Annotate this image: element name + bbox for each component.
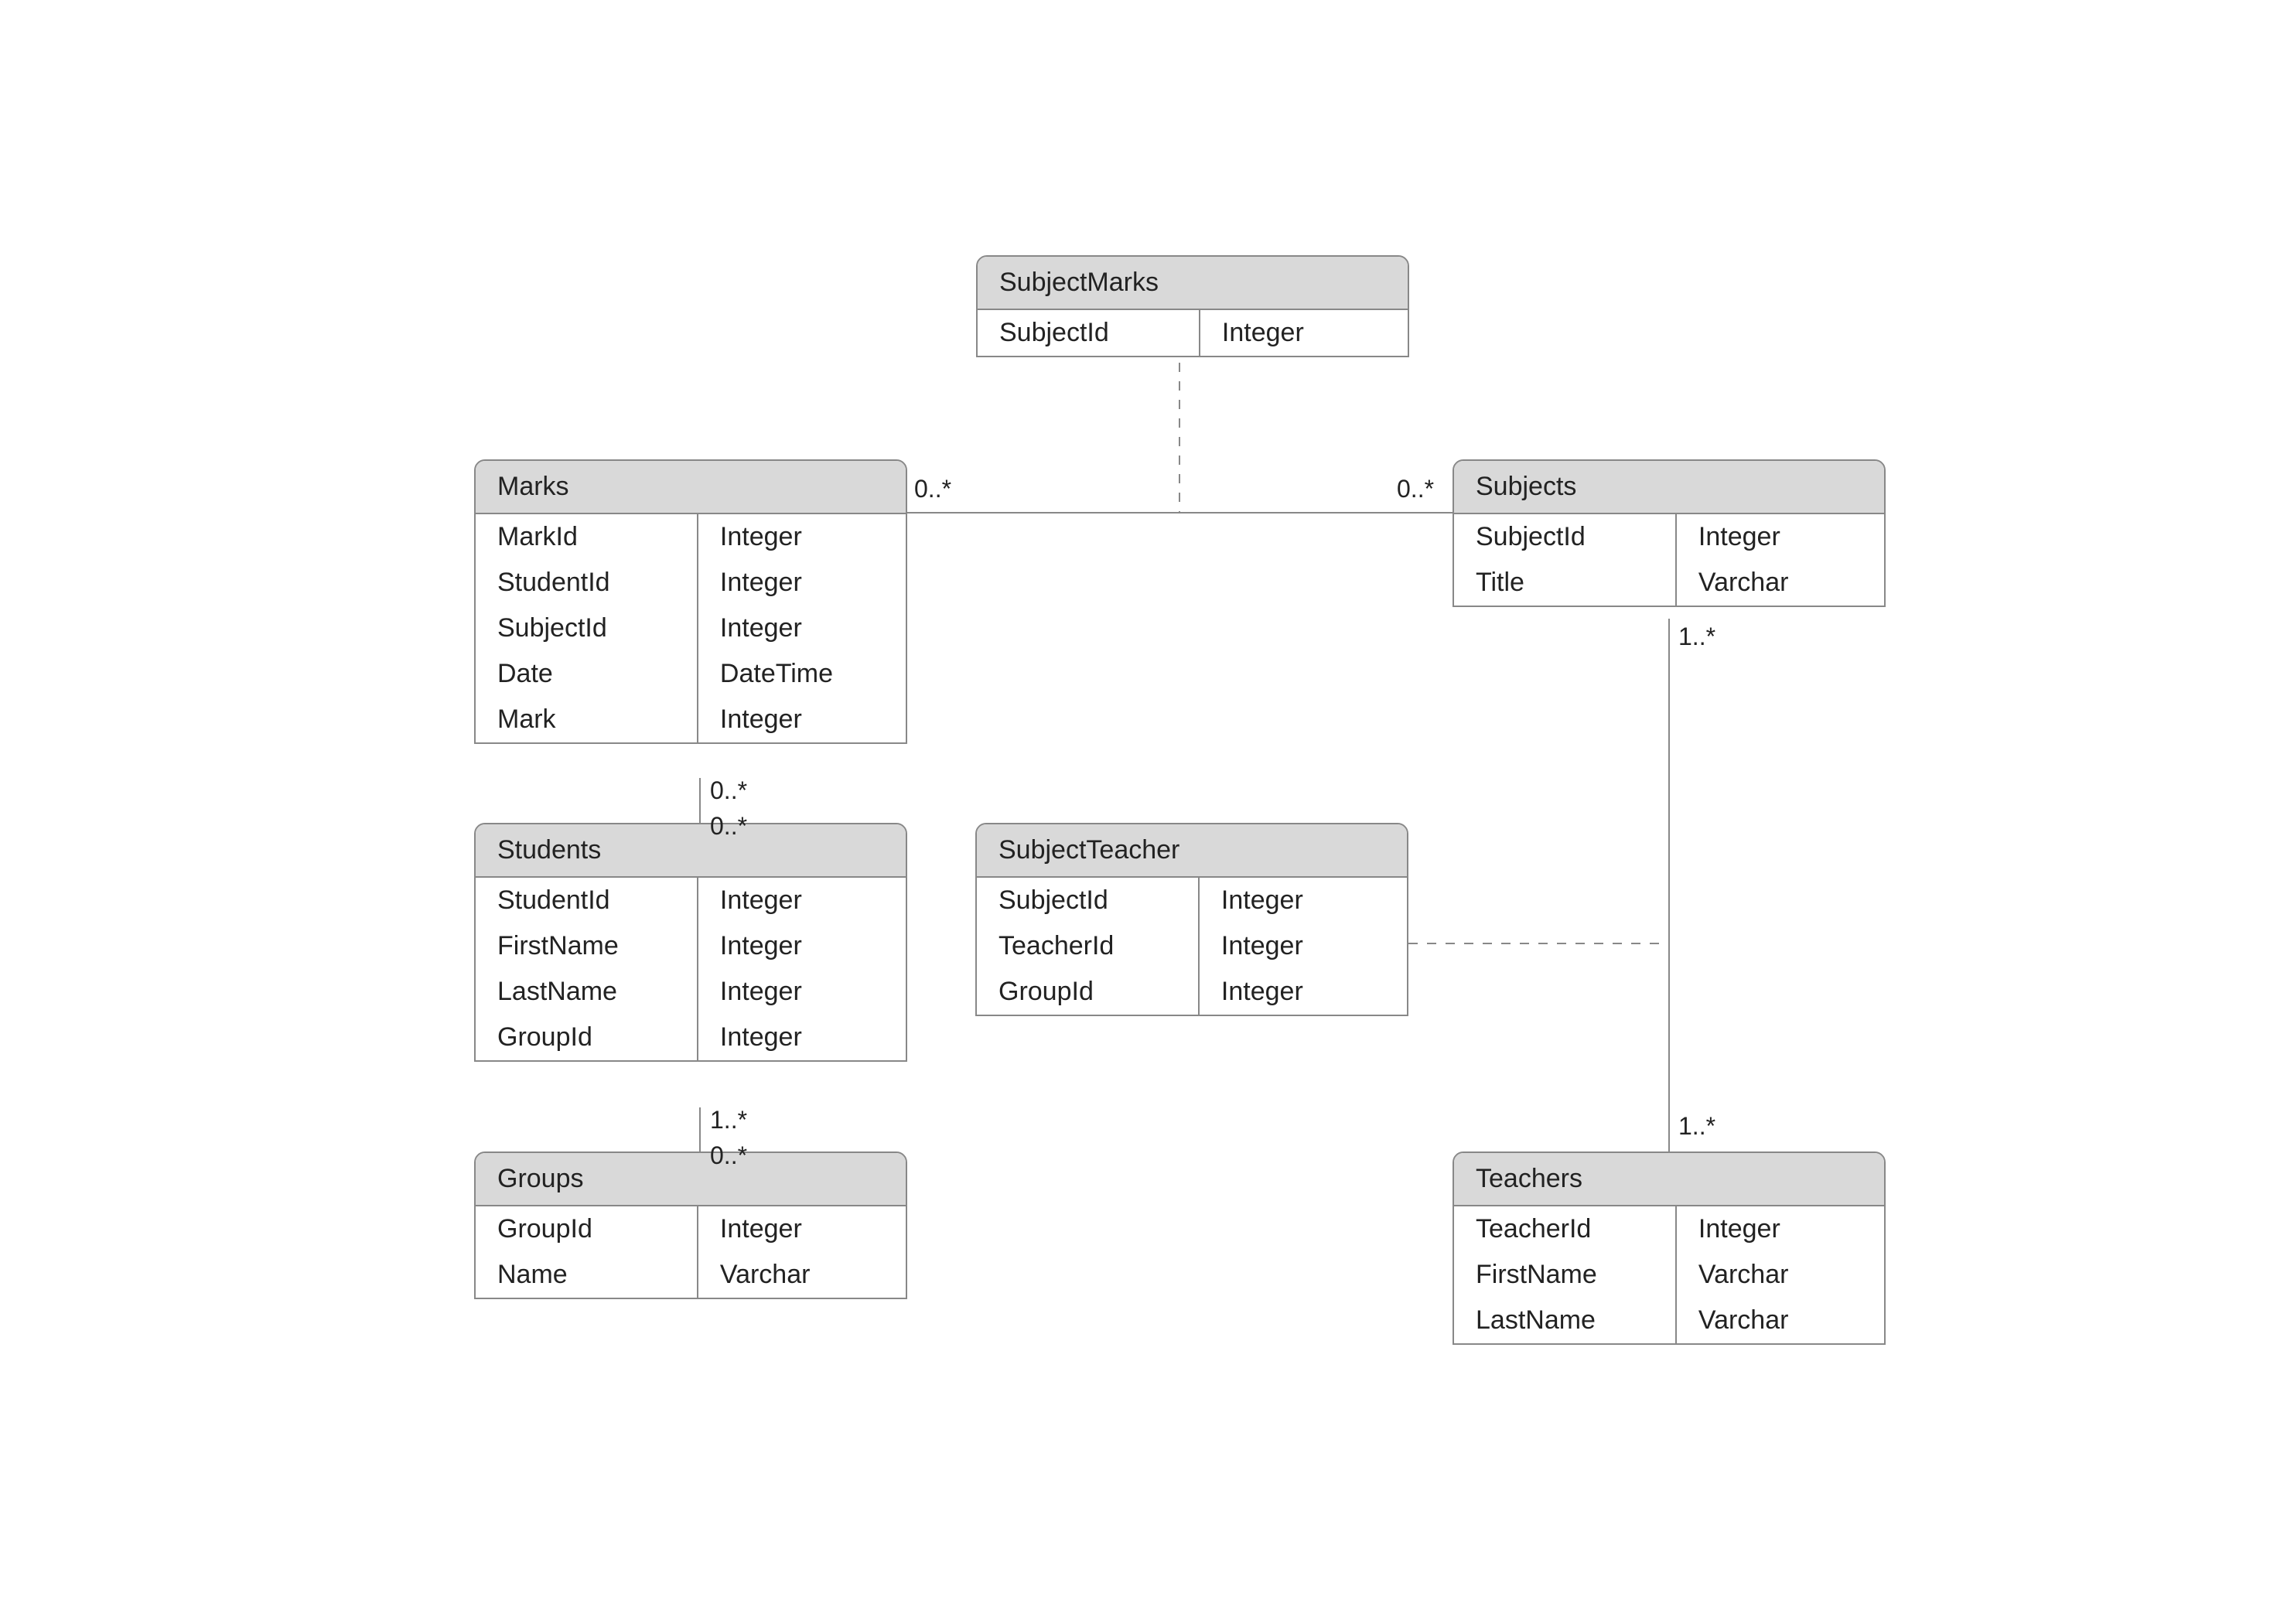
field-type: Integer	[698, 923, 906, 969]
multiplicity-label: 1..*	[1678, 1112, 1715, 1141]
entity-body: StudentIdIntegerFirstNameIntegerLastName…	[476, 878, 906, 1060]
entity-row: MarkIdInteger	[476, 514, 906, 560]
field-type: Integer	[1677, 1206, 1884, 1252]
field-name: SubjectId	[1454, 514, 1677, 560]
entity-row: TeacherIdInteger	[1454, 1206, 1884, 1252]
multiplicity-label: 0..*	[710, 776, 747, 805]
field-type: Integer	[698, 606, 906, 651]
entity-row: StudentIdInteger	[476, 878, 906, 923]
field-type: Varchar	[1677, 1252, 1884, 1298]
entity-row: FirstNameVarchar	[1454, 1252, 1884, 1298]
field-type: Integer	[698, 1206, 906, 1252]
field-name: MarkId	[476, 514, 698, 560]
entity-title: Subjects	[1454, 461, 1884, 514]
entity-row: SubjectIdInteger	[476, 606, 906, 651]
field-type: Integer	[1677, 514, 1884, 560]
entity-row: LastNameInteger	[476, 969, 906, 1015]
entity-row: TitleVarchar	[1454, 560, 1884, 606]
multiplicity-label: 0..*	[710, 812, 747, 841]
field-type: Integer	[698, 514, 906, 560]
entity-row: StudentIdInteger	[476, 560, 906, 606]
field-name: SubjectId	[978, 310, 1200, 356]
field-name: SubjectId	[977, 878, 1200, 923]
entity-subjectmarks: SubjectMarks SubjectIdInteger	[976, 255, 1409, 357]
field-type: Integer	[1200, 310, 1408, 356]
field-name: StudentId	[476, 878, 698, 923]
entity-title: Groups	[476, 1153, 906, 1206]
field-name: FirstName	[476, 923, 698, 969]
entity-row: NameVarchar	[476, 1252, 906, 1298]
entity-row: GroupIdInteger	[476, 1015, 906, 1060]
entity-body: SubjectIdIntegerTitleVarchar	[1454, 514, 1884, 606]
entity-students: Students StudentIdIntegerFirstNameIntege…	[474, 823, 907, 1062]
entity-title: Students	[476, 824, 906, 878]
entity-row: SubjectIdInteger	[1454, 514, 1884, 560]
entity-subjectteacher: SubjectTeacher SubjectIdIntegerTeacherId…	[975, 823, 1408, 1016]
entity-row: GroupIdInteger	[476, 1206, 906, 1252]
entity-body: MarkIdIntegerStudentIdIntegerSubjectIdIn…	[476, 514, 906, 742]
entity-title: SubjectTeacher	[977, 824, 1407, 878]
field-name: Mark	[476, 697, 698, 742]
field-type: Integer	[1200, 878, 1407, 923]
entity-groups: Groups GroupIdIntegerNameVarchar	[474, 1151, 907, 1299]
field-name: TeacherId	[977, 923, 1200, 969]
field-name: LastName	[1454, 1298, 1677, 1343]
field-type: Integer	[698, 969, 906, 1015]
entity-body: GroupIdIntegerNameVarchar	[476, 1206, 906, 1298]
field-name: SubjectId	[476, 606, 698, 651]
field-name: GroupId	[476, 1015, 698, 1060]
entity-row: SubjectIdInteger	[977, 878, 1407, 923]
field-name: Title	[1454, 560, 1677, 606]
field-name: FirstName	[1454, 1252, 1677, 1298]
field-name: Date	[476, 651, 698, 697]
field-type: Integer	[698, 560, 906, 606]
field-type: Varchar	[1677, 1298, 1884, 1343]
entity-subjects: Subjects SubjectIdIntegerTitleVarchar	[1453, 459, 1886, 607]
entity-row: LastNameVarchar	[1454, 1298, 1884, 1343]
entity-title: Marks	[476, 461, 906, 514]
multiplicity-label: 0..*	[1397, 475, 1434, 503]
field-type: Varchar	[698, 1252, 906, 1298]
field-name: TeacherId	[1454, 1206, 1677, 1252]
field-type: DateTime	[698, 651, 906, 697]
field-name: GroupId	[977, 969, 1200, 1015]
connector-layer	[0, 0, 2294, 1624]
entity-row: TeacherIdInteger	[977, 923, 1407, 969]
entity-row: DateDateTime	[476, 651, 906, 697]
multiplicity-label: 0..*	[710, 1141, 747, 1170]
field-name: GroupId	[476, 1206, 698, 1252]
entity-body: TeacherIdIntegerFirstNameVarcharLastName…	[1454, 1206, 1884, 1343]
multiplicity-label: 1..*	[1678, 623, 1715, 651]
entity-title: SubjectMarks	[978, 257, 1408, 310]
field-name: LastName	[476, 969, 698, 1015]
entity-row: FirstNameInteger	[476, 923, 906, 969]
field-type: Varchar	[1677, 560, 1884, 606]
entity-row: MarkInteger	[476, 697, 906, 742]
entity-body: SubjectIdIntegerTeacherIdIntegerGroupIdI…	[977, 878, 1407, 1015]
entity-marks: Marks MarkIdIntegerStudentIdIntegerSubje…	[474, 459, 907, 744]
entity-teachers: Teachers TeacherIdIntegerFirstNameVarcha…	[1453, 1151, 1886, 1345]
entity-title: Teachers	[1454, 1153, 1884, 1206]
field-type: Integer	[1200, 969, 1407, 1015]
field-name: Name	[476, 1252, 698, 1298]
field-type: Integer	[698, 878, 906, 923]
field-type: Integer	[1200, 923, 1407, 969]
field-name: StudentId	[476, 560, 698, 606]
multiplicity-label: 0..*	[914, 475, 951, 503]
entity-body: SubjectIdInteger	[978, 310, 1408, 356]
multiplicity-label: 1..*	[710, 1106, 747, 1134]
field-type: Integer	[698, 1015, 906, 1060]
entity-row: GroupIdInteger	[977, 969, 1407, 1015]
entity-row: SubjectIdInteger	[978, 310, 1408, 356]
field-type: Integer	[698, 697, 906, 742]
er-diagram-canvas: SubjectMarks SubjectIdInteger Marks Mark…	[0, 0, 2294, 1624]
